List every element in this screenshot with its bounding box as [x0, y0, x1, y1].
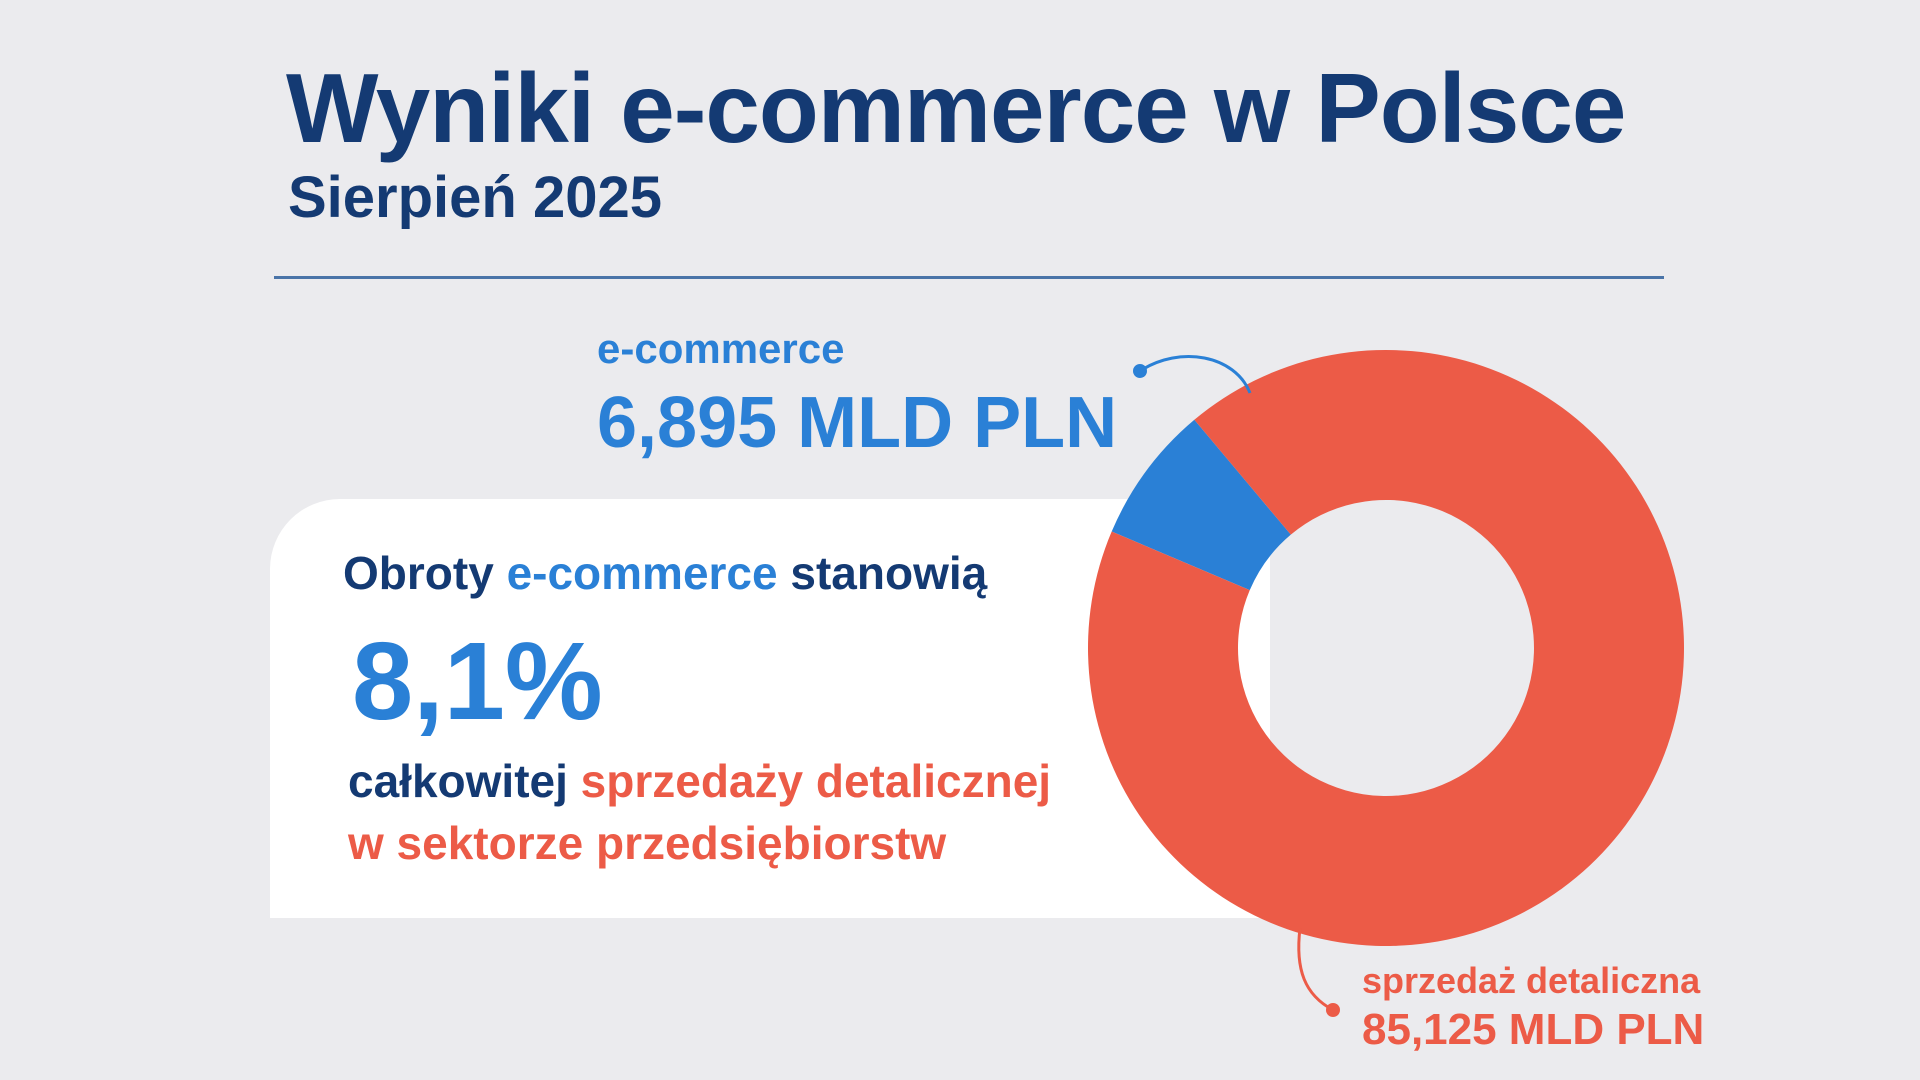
- share-percent: 8,1%: [352, 620, 603, 743]
- share-lead-part-1: Obroty: [343, 547, 507, 599]
- ecommerce-connector-line: [1139, 355, 1252, 394]
- ecommerce-value: 6,895 MLD PLN: [597, 383, 1118, 463]
- share-tail-part-2: sprzedaży detalicznej: [580, 755, 1052, 807]
- title-divider: [274, 276, 1664, 279]
- donut-slice-ecommerce: [1111, 419, 1291, 591]
- page-subtitle: Sierpień 2025: [288, 165, 662, 230]
- share-lead-part-3: stanowią: [777, 547, 988, 599]
- donut-slice-retail: [1088, 350, 1684, 946]
- retail-connector-line: [1297, 927, 1334, 1012]
- share-lead-text: Obroty e-commerce stanowią: [343, 546, 987, 600]
- donut-slices: [1088, 350, 1684, 946]
- retail-value: 85,125 MLD PLN: [1362, 1005, 1705, 1054]
- share-tail-line-2: w sektorze przedsiębiorstw: [348, 817, 947, 869]
- share-tail-line-1: całkowitej sprzedaży detalicznej: [348, 754, 1051, 808]
- ecommerce-connector-dot: [1133, 364, 1147, 378]
- ecommerce-label: e-commerce: [597, 325, 845, 372]
- share-tail-part-1: całkowitej: [348, 755, 581, 807]
- page-title: Wyniki e-commerce w Polsce: [286, 53, 1626, 163]
- retail-connector-dot: [1326, 1003, 1340, 1017]
- retail-label: sprzedaż detaliczna: [1362, 960, 1701, 1001]
- share-lead-part-2: e-commerce: [506, 547, 778, 599]
